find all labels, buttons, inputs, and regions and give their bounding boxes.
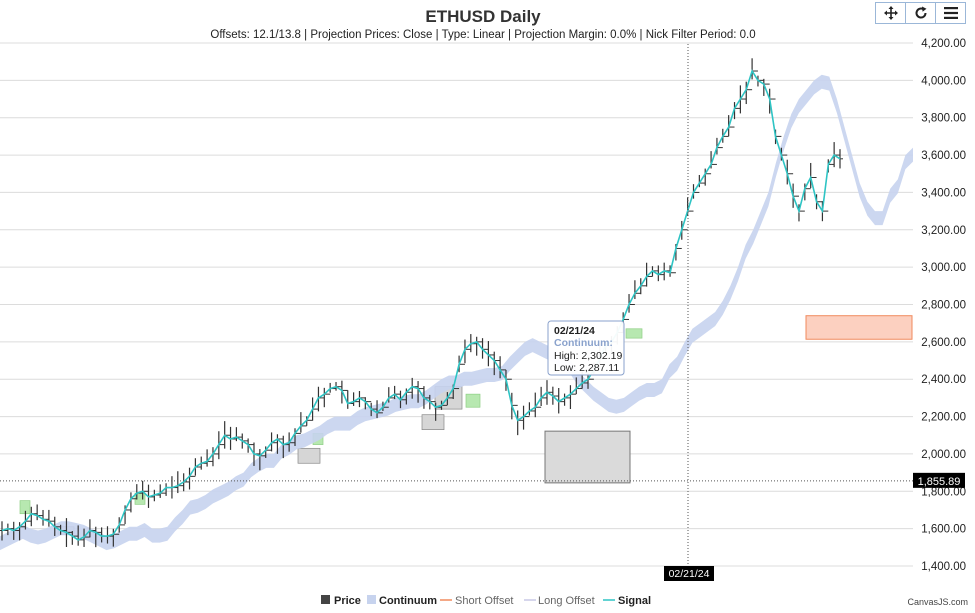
history-offset-box xyxy=(421,414,445,430)
menu-icon xyxy=(943,7,958,19)
short-offset-box xyxy=(805,315,913,340)
legend-label-price: Price xyxy=(334,595,361,607)
price-series xyxy=(0,58,843,548)
chart-toolbar xyxy=(875,2,966,24)
signal-offset-box xyxy=(625,328,643,339)
tooltip: 02/21/24 Continuum: High: 2,302.19 Low: … xyxy=(547,320,625,376)
tooltip-date: 02/21/24 xyxy=(554,325,595,337)
legend-item-short-offset[interactable]: Short Offset xyxy=(440,595,514,607)
canvasjs-credit[interactable]: CanvasJS.com xyxy=(907,597,968,607)
y-tick-label: 2,600.00 xyxy=(921,337,966,349)
continuum-series xyxy=(0,74,913,551)
y-tick-label: 2,200.00 xyxy=(921,412,966,424)
y-tick-label: 1,400.00 xyxy=(921,561,966,573)
legend-label-short-offset: Short Offset xyxy=(455,595,514,607)
crosshair-x-label-bg xyxy=(664,566,714,581)
crosshair-x-label: 02/21/24 xyxy=(669,568,710,580)
chart-subtitle: Offsets: 12.1/13.8 | Projection Prices: … xyxy=(210,29,755,41)
legend-label-long-offset: Long Offset xyxy=(538,595,595,607)
history-offset-box xyxy=(297,447,321,464)
crosshair-y-label: 1,855.89 xyxy=(918,476,961,488)
y-tick-label: 4,000.00 xyxy=(921,75,966,87)
continuum-band xyxy=(0,74,913,551)
crosshair-y-label-bg xyxy=(913,472,965,488)
reset-button[interactable] xyxy=(905,2,936,24)
y-tick-label: 3,400.00 xyxy=(921,187,966,199)
menu-button[interactable] xyxy=(935,2,966,24)
y-tick-label: 2,400.00 xyxy=(921,374,966,386)
legend-item-long-offset[interactable]: Long Offset xyxy=(524,595,595,607)
legend-item-signal[interactable]: Signal xyxy=(603,595,651,607)
signal-line xyxy=(1,69,841,541)
reset-icon xyxy=(915,6,927,19)
legend-item-continuum[interactable]: Continuum xyxy=(367,595,437,607)
y-tick-label: 2,000.00 xyxy=(921,449,966,461)
long-offset-box xyxy=(544,430,631,484)
y-tick-label: 3,600.00 xyxy=(921,150,966,162)
chart-title: ETHUSD Daily xyxy=(425,7,541,26)
signal-offset-box xyxy=(465,393,481,408)
tooltip-low: Low: 2,287.11 xyxy=(554,362,619,374)
y-tick-label: 2,800.00 xyxy=(921,300,966,312)
y-tick-label: 3,200.00 xyxy=(921,225,966,237)
legend-item-price[interactable]: Price xyxy=(321,595,361,607)
y-tick-label: 1,800.00 xyxy=(921,486,966,498)
y-tick-label: 4,200.00 xyxy=(921,38,966,50)
tooltip-series: Continuum: xyxy=(554,337,613,349)
pan-button[interactable] xyxy=(875,2,906,24)
y-axis: 1,400.00 1,600.00 1,800.00 2,000.00 2,200.00… xyxy=(921,38,966,573)
legend-label-continuum: Continuum xyxy=(379,595,437,607)
tooltip-high: High: 2,302.19 xyxy=(554,350,622,362)
legend-label-signal: Signal xyxy=(618,595,651,607)
y-tick-label: 3,000.00 xyxy=(921,262,966,274)
legend: Price Continuum Short Offset Long Offset… xyxy=(321,595,651,607)
move-icon xyxy=(883,6,898,20)
y-tick-label: 1,600.00 xyxy=(921,524,966,536)
signal-series xyxy=(1,69,841,541)
y-tick-label: 3,800.00 xyxy=(921,113,966,125)
